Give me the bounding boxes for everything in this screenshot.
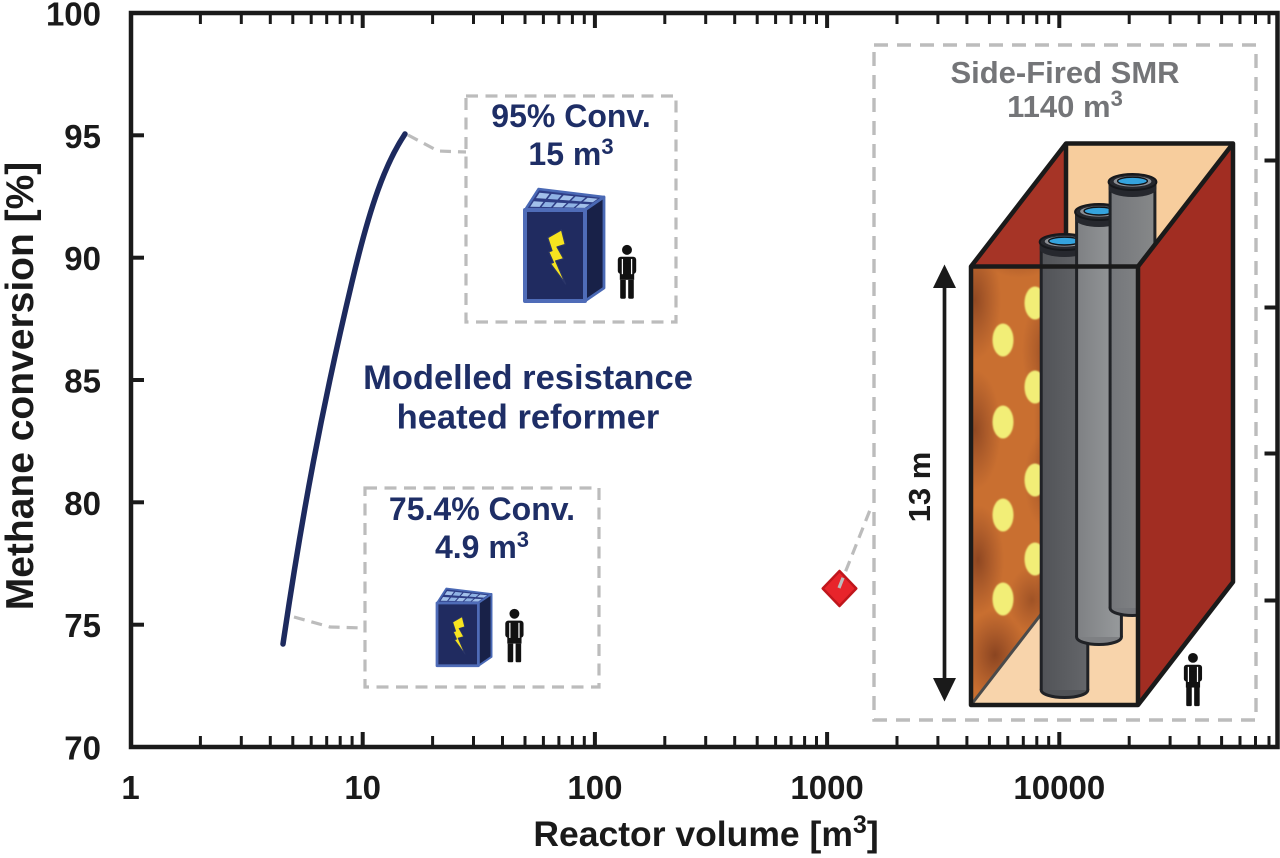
svg-text:1000: 1000: [790, 769, 863, 806]
svg-text:100: 100: [567, 769, 622, 806]
svg-text:70: 70: [64, 730, 101, 767]
svg-text:1140 m3: 1140 m3: [1007, 86, 1123, 124]
svg-text:Side-Fired SMR: Side-Fired SMR: [950, 55, 1179, 90]
svg-text:85: 85: [64, 363, 101, 400]
svg-text:Methane conversion [%]: Methane conversion [%]: [0, 162, 42, 611]
svg-text:Reactor volume [m3]: Reactor volume [m3]: [533, 811, 878, 854]
svg-text:10000: 10000: [1013, 769, 1105, 806]
svg-text:10: 10: [344, 769, 381, 806]
svg-text:75: 75: [64, 607, 101, 644]
svg-text:80: 80: [64, 485, 101, 522]
svg-text:75.4% Conv.: 75.4% Conv.: [389, 491, 575, 527]
svg-text:13 m: 13 m: [902, 452, 937, 523]
svg-text:95: 95: [64, 118, 101, 155]
svg-text:100: 100: [46, 0, 101, 33]
svg-text:1: 1: [121, 769, 139, 806]
svg-text:95% Conv.: 95% Conv.: [491, 98, 650, 134]
svg-text:90: 90: [64, 240, 101, 277]
svg-text:4.9 m3: 4.9 m3: [435, 527, 529, 565]
svg-text:Modelled resistance: Modelled resistance: [363, 359, 693, 397]
svg-text:15 m3: 15 m3: [528, 134, 613, 172]
svg-text:heated reformer: heated reformer: [397, 399, 660, 437]
